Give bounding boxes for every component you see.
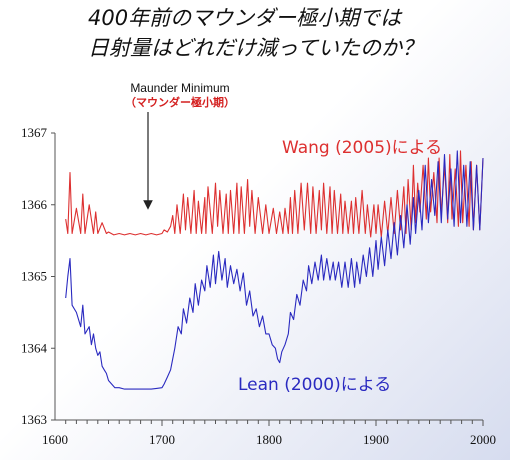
maunder-annotation: Maunder Minimum （マウンダー極小期） <box>125 81 235 210</box>
x-tick-label: 2000 <box>470 432 496 447</box>
x-tick-label: 1900 <box>363 432 389 447</box>
series-label-wang: Wang (2005)による <box>282 138 442 158</box>
chart-plot-area <box>65 150 484 390</box>
y-tick-label: 1367 <box>21 125 48 140</box>
y-tick-label: 1366 <box>21 197 48 212</box>
annotation-japanese: （マウンダー極小期） <box>125 95 235 109</box>
x-tick-label: 1600 <box>42 432 68 447</box>
chart-axes: 1363 1364 1365 1366 1367 1600 1700 1800 1900 2000 <box>21 125 496 447</box>
series-line-wang <box>65 150 484 238</box>
x-tick-label: 1700 <box>149 432 175 447</box>
x-tick-label: 1800 <box>256 432 282 447</box>
y-tick-label: 1364 <box>21 340 48 355</box>
y-tick-label: 1365 <box>21 269 47 284</box>
annotation-english: Maunder Minimum <box>130 81 229 95</box>
title-line-1: 400年前のマウンダー極小期では <box>88 6 402 30</box>
y-tick-label: 1363 <box>21 412 47 427</box>
title-line-2: 日射量はどれだけ減っていたのか？ <box>88 36 423 60</box>
series-label-lean: Lean (2000)による <box>238 375 391 395</box>
series-line-lean <box>65 150 484 390</box>
